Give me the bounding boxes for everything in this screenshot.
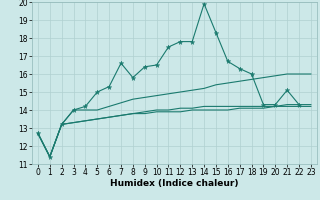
X-axis label: Humidex (Indice chaleur): Humidex (Indice chaleur)	[110, 179, 239, 188]
